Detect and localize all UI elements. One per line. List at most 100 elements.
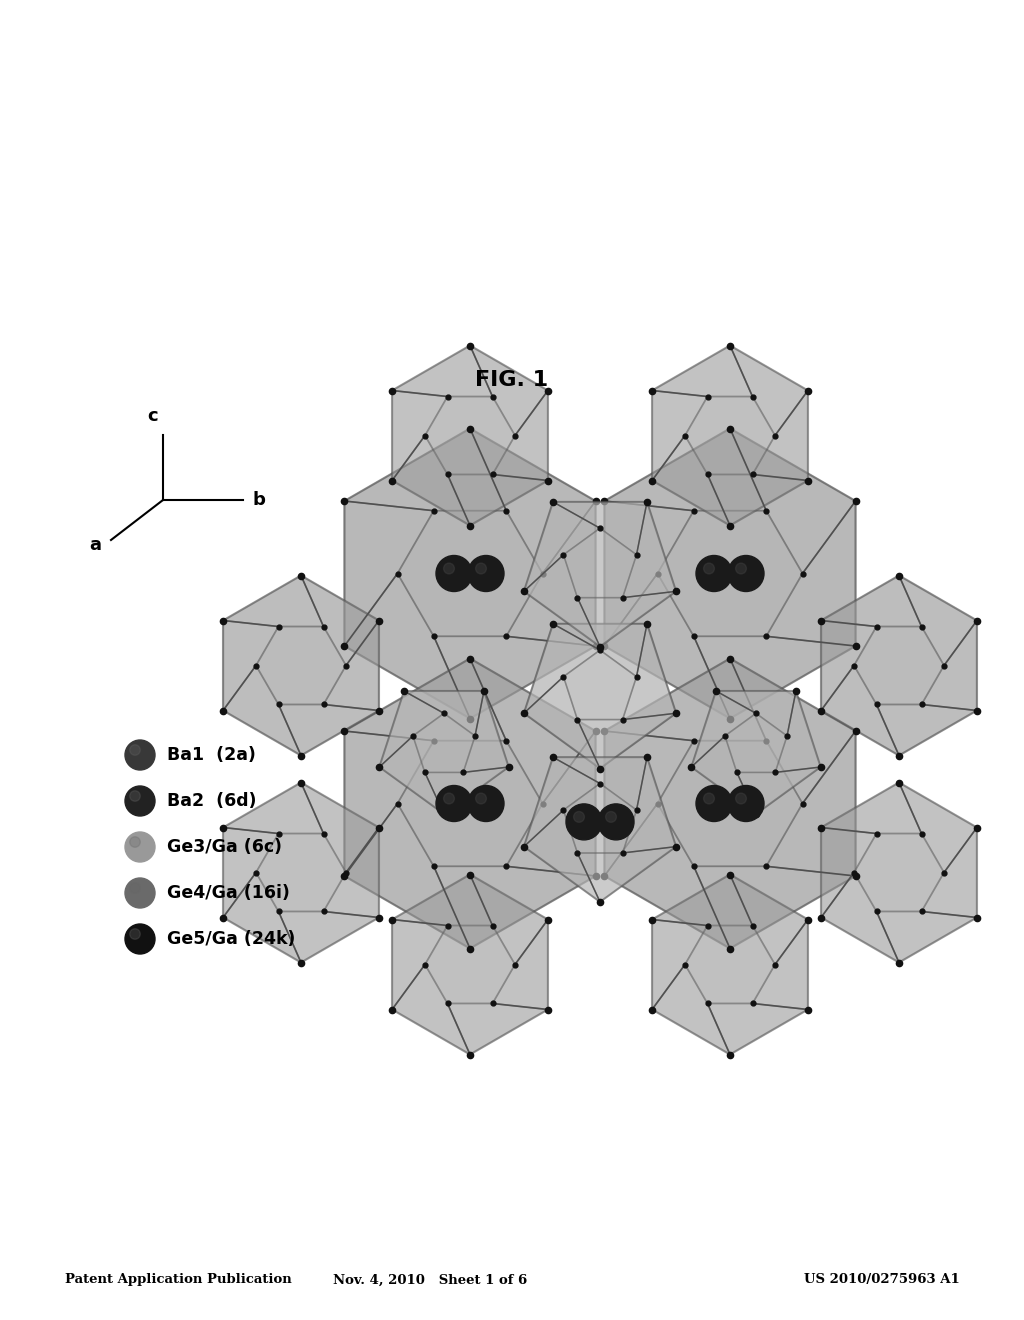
Polygon shape: [821, 873, 899, 962]
Polygon shape: [821, 783, 977, 962]
Circle shape: [436, 556, 472, 591]
Polygon shape: [524, 502, 600, 591]
Circle shape: [125, 878, 155, 908]
Circle shape: [130, 883, 140, 894]
Circle shape: [130, 837, 140, 847]
Polygon shape: [553, 758, 647, 810]
Circle shape: [605, 812, 616, 822]
Polygon shape: [691, 737, 756, 814]
Circle shape: [728, 785, 764, 821]
Polygon shape: [685, 925, 775, 1003]
Polygon shape: [623, 624, 676, 719]
Polygon shape: [563, 528, 637, 598]
Circle shape: [696, 785, 732, 821]
Polygon shape: [753, 920, 808, 1010]
Polygon shape: [623, 502, 676, 598]
Polygon shape: [899, 576, 977, 665]
Circle shape: [443, 793, 455, 804]
Polygon shape: [324, 620, 379, 710]
Polygon shape: [708, 1003, 808, 1055]
Circle shape: [436, 785, 472, 821]
Polygon shape: [563, 784, 637, 853]
Polygon shape: [821, 783, 922, 833]
Polygon shape: [922, 620, 977, 710]
Polygon shape: [623, 758, 676, 853]
Circle shape: [125, 832, 155, 862]
Polygon shape: [821, 576, 977, 755]
Polygon shape: [652, 874, 808, 1055]
Polygon shape: [730, 874, 808, 965]
Polygon shape: [434, 636, 596, 718]
Polygon shape: [524, 624, 600, 713]
Circle shape: [125, 741, 155, 770]
Text: Ge4/Ga (16i): Ge4/Ga (16i): [167, 884, 290, 902]
Polygon shape: [652, 965, 730, 1055]
Polygon shape: [737, 767, 820, 814]
Polygon shape: [470, 659, 596, 804]
Polygon shape: [524, 758, 600, 846]
Polygon shape: [524, 758, 676, 902]
Text: Ge5/Ga (24k): Ge5/Ga (24k): [167, 931, 295, 948]
Polygon shape: [563, 651, 637, 719]
Polygon shape: [223, 576, 379, 755]
Circle shape: [475, 793, 486, 804]
Polygon shape: [344, 659, 506, 741]
Circle shape: [703, 564, 715, 574]
Polygon shape: [506, 731, 596, 876]
Polygon shape: [730, 346, 808, 436]
Polygon shape: [877, 912, 977, 962]
Polygon shape: [392, 965, 470, 1055]
Polygon shape: [693, 866, 856, 949]
Circle shape: [735, 564, 746, 574]
Circle shape: [566, 804, 602, 840]
Polygon shape: [604, 429, 766, 511]
Text: a: a: [89, 536, 101, 554]
Polygon shape: [279, 912, 379, 962]
Polygon shape: [821, 620, 877, 710]
Polygon shape: [899, 783, 977, 873]
Polygon shape: [691, 690, 756, 767]
Polygon shape: [344, 659, 596, 949]
Text: Nov. 4, 2010   Sheet 1 of 6: Nov. 4, 2010 Sheet 1 of 6: [333, 1274, 527, 1287]
Polygon shape: [470, 874, 548, 965]
Polygon shape: [425, 767, 509, 814]
Polygon shape: [604, 731, 693, 876]
Polygon shape: [404, 690, 484, 737]
Text: b: b: [253, 491, 266, 510]
Circle shape: [598, 804, 634, 840]
Polygon shape: [708, 474, 808, 525]
Polygon shape: [604, 573, 730, 718]
Polygon shape: [463, 690, 509, 772]
Polygon shape: [730, 429, 856, 573]
Text: c: c: [147, 407, 159, 425]
Polygon shape: [652, 346, 808, 525]
Polygon shape: [578, 846, 676, 902]
Polygon shape: [604, 502, 693, 645]
Text: US 2010/0275963 A1: US 2010/0275963 A1: [804, 1274, 961, 1287]
Polygon shape: [447, 1003, 548, 1055]
Circle shape: [573, 812, 585, 822]
Polygon shape: [524, 810, 600, 902]
Polygon shape: [392, 874, 493, 925]
Polygon shape: [821, 576, 922, 627]
Polygon shape: [685, 396, 775, 474]
Polygon shape: [223, 783, 324, 833]
Text: Ba1  (2a): Ba1 (2a): [167, 746, 256, 764]
Polygon shape: [766, 731, 856, 876]
Text: Ge3/Ga (6c): Ge3/Ga (6c): [167, 838, 282, 855]
Polygon shape: [604, 429, 856, 718]
Circle shape: [130, 791, 140, 801]
Polygon shape: [344, 804, 470, 949]
Polygon shape: [392, 346, 493, 396]
Polygon shape: [657, 741, 803, 866]
Polygon shape: [578, 591, 676, 647]
Polygon shape: [657, 511, 803, 636]
Polygon shape: [604, 804, 730, 949]
Text: Patent Application Publication: Patent Application Publication: [65, 1274, 292, 1287]
Polygon shape: [392, 346, 548, 525]
Polygon shape: [753, 391, 808, 480]
Polygon shape: [324, 828, 379, 917]
Polygon shape: [379, 737, 444, 814]
Polygon shape: [652, 436, 730, 525]
Circle shape: [125, 785, 155, 816]
